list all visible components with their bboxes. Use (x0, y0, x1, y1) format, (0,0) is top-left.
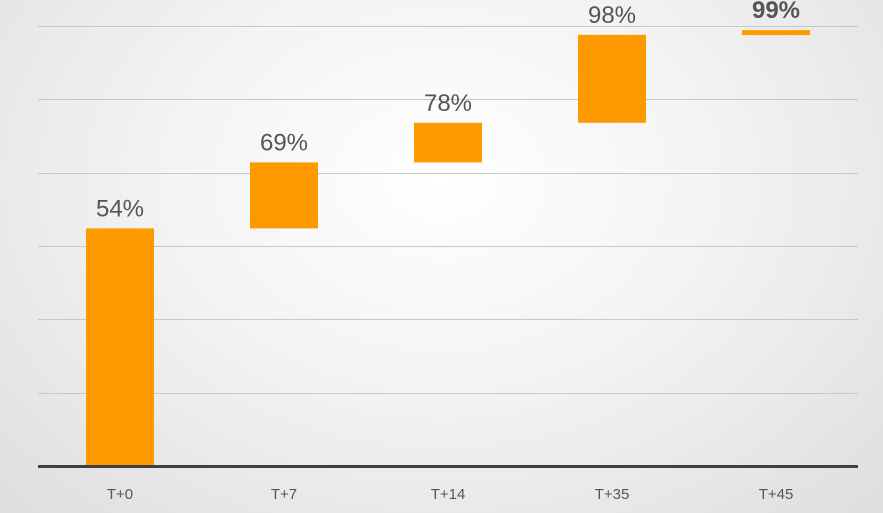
x-tick-label: T+14 (431, 486, 466, 503)
data-label: 54% (96, 195, 144, 222)
data-label: 98% (588, 2, 636, 29)
bars (86, 30, 810, 466)
data-labels: 54% 69% 78% 98% 99% (96, 0, 800, 222)
data-label: 69% (260, 129, 308, 156)
bar-t-14 (414, 122, 482, 163)
bar-t-35 (578, 34, 646, 123)
x-tick-label: T+0 (107, 486, 133, 503)
data-label: 99% (752, 0, 800, 24)
bar-t-45 (742, 30, 810, 36)
x-tick-label: T+35 (595, 486, 630, 503)
bar-t-0 (86, 228, 154, 466)
x-tick-label: T+7 (271, 486, 297, 503)
x-tick-label: T+45 (759, 486, 794, 503)
x-axis: T+0 T+7 T+14 T+35 T+45 (38, 465, 858, 503)
data-label: 78% (424, 90, 472, 117)
bar-t-7 (250, 162, 318, 229)
gridlines (38, 26, 858, 394)
